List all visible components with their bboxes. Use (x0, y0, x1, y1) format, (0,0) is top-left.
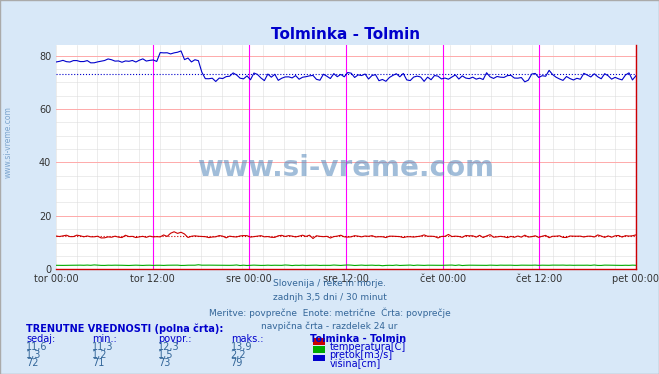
Text: Tolminka - Tolmin: Tolminka - Tolmin (310, 334, 406, 344)
Text: 73: 73 (158, 358, 171, 368)
Text: 1,5: 1,5 (158, 350, 174, 360)
Text: maks.:: maks.: (231, 334, 263, 344)
Text: Meritve: povprečne  Enote: metrične  Črta: povprečje: Meritve: povprečne Enote: metrične Črta:… (209, 307, 450, 318)
Title: Tolminka - Tolmin: Tolminka - Tolmin (272, 27, 420, 42)
Text: 11,3: 11,3 (92, 342, 114, 352)
Text: Slovenija / reke in morje.: Slovenija / reke in morje. (273, 279, 386, 288)
Text: pretok[m3/s]: pretok[m3/s] (330, 350, 393, 360)
Text: zadnjh 3,5 dni / 30 minut: zadnjh 3,5 dni / 30 minut (273, 293, 386, 302)
Text: 12,3: 12,3 (158, 342, 180, 352)
Text: 72: 72 (26, 358, 39, 368)
Text: sedaj:: sedaj: (26, 334, 55, 344)
Text: TRENUTNE VREDNOSTI (polna črta):: TRENUTNE VREDNOSTI (polna črta): (26, 324, 224, 334)
Text: 1,2: 1,2 (92, 350, 108, 360)
Text: 13,9: 13,9 (231, 342, 252, 352)
Text: 1,3: 1,3 (26, 350, 42, 360)
Text: navpična črta - razdelek 24 ur: navpična črta - razdelek 24 ur (262, 321, 397, 331)
Text: 79: 79 (231, 358, 243, 368)
Text: www.si-vreme.com: www.si-vreme.com (3, 106, 13, 178)
Text: temperatura[C]: temperatura[C] (330, 342, 406, 352)
Text: 11,6: 11,6 (26, 342, 48, 352)
Text: višina[cm]: višina[cm] (330, 358, 381, 369)
Text: www.si-vreme.com: www.si-vreme.com (198, 154, 494, 182)
Text: min.:: min.: (92, 334, 117, 344)
Text: povpr.:: povpr.: (158, 334, 192, 344)
Text: 2,2: 2,2 (231, 350, 246, 360)
Text: 71: 71 (92, 358, 105, 368)
